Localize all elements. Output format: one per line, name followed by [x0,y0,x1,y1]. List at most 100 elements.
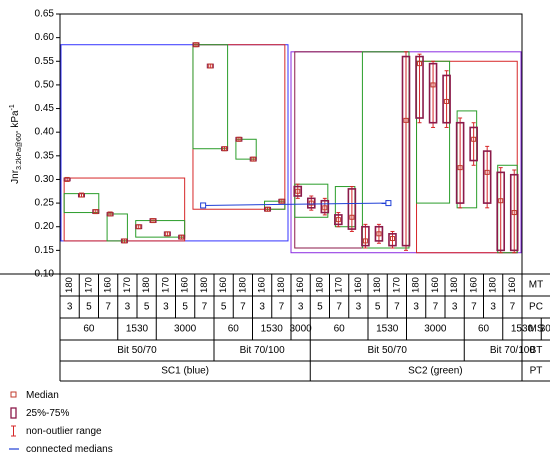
sc1-median-marker [265,206,271,212]
sc2-box [469,126,478,162]
mt-cell: 170 [391,277,402,293]
pc-cell: 3 [298,302,304,313]
sc2-bit70100-range [416,60,518,254]
sc2-median-marker [430,82,436,88]
pc-cell: 7 [105,302,111,313]
pc-cell: 3 [125,302,131,313]
sc2-box [347,188,357,230]
ms-cell: 1530 [376,324,399,335]
mt-cell: 160 [507,277,518,293]
row-label: PT [530,366,543,377]
mt-cell: 160 [257,277,268,293]
sc2-median-marker [403,117,409,123]
row-label: MS [529,324,544,335]
sc2-median-marker [498,198,504,204]
pc-cell: 7 [471,302,477,313]
sc1-median-marker [236,136,242,142]
sc1-median-marker [222,146,228,152]
y-tick-label: 0.40 [35,127,55,138]
mt-cell: 170 [122,277,133,293]
y-tick-label: 0.60 [35,32,55,43]
ms-cell: 1530 [511,324,534,335]
row-label: MT [529,280,543,291]
sc2-median-marker [349,214,355,220]
bt-cell: Bit 50/70 [117,345,157,356]
sc2-box [374,225,384,242]
ms-cell: 1530 [126,324,149,335]
sc1-median-marker [64,176,70,182]
box-icon [8,407,22,419]
legend-item-box: 25%-75% [8,404,113,422]
mt-cell: 160 [218,277,229,293]
pt-cell: SC2 (green) [408,366,462,377]
legend-item-median: Median [8,386,113,404]
legend-label-line: connected medians [26,443,113,455]
sc1-box [63,177,71,182]
bt-cell: Bit 70/100 [240,345,285,356]
sc2-box [361,225,370,247]
whisker-icon [8,425,22,437]
connected-median-point [200,202,207,209]
sc2-median-marker [457,165,463,171]
mt-cell: 160 [353,277,364,293]
sc2-median-marker [484,169,490,175]
ms-cell: 3000 [290,324,313,335]
line-icon [8,443,22,455]
y-tick-label: 0.45 [35,103,55,114]
pc-cell: 5 [182,302,188,313]
pc-cell: 7 [336,302,342,313]
sc1-median-marker [107,211,113,217]
pc-cell: 3 [490,302,496,313]
sc2-median-marker [444,98,450,104]
sc2-box [415,55,424,119]
legend-label-whisker: non-outlier range [26,425,102,437]
row-label: PC [529,302,543,313]
y-axis-label: Jnr3.2kPa@60° kPa-1 [9,104,23,184]
pc-cell: 7 [433,302,439,313]
sc1-ms3000-range [135,220,186,238]
sc2-median-marker [511,210,517,216]
bt-cell: Bit 50/70 [368,345,408,356]
ms-cell: 1530 [261,324,284,335]
sc1-median-marker [250,156,256,162]
sc1-bit70100-ms3000-range [264,200,286,210]
sc2-median-marker [362,238,368,244]
y-tick-label: 0.65 [35,9,55,20]
sc1-median-marker [136,224,142,230]
pc-cell: 3 [356,302,362,313]
connected-median-point [385,200,392,207]
ms-cell: 60 [83,324,95,335]
sc2-box [388,233,397,247]
sc1-median-marker [164,231,170,237]
pc-cell: 3 [413,302,419,313]
mt-cell: 160 [430,277,441,293]
sc2-box [334,214,343,226]
mt-cell: 180 [411,277,422,293]
mt-cell: 160 [468,277,479,293]
mt-cell: 160 [295,277,306,293]
sc1-median-marker [279,198,285,204]
mt-cell: 170 [83,277,94,293]
y-tick-label: 0.20 [35,221,55,232]
ms-cell: 3000 [174,324,197,335]
sc2-median-marker [322,205,328,211]
ms-cell: 3000 [424,324,447,335]
y-tick-label: 0.25 [35,198,55,209]
pc-cell: 5 [375,302,381,313]
ms-cell: 60 [334,324,346,335]
mt-cell: 180 [199,277,210,293]
sc1-range-frame [60,44,289,242]
y-tick-label: 0.30 [35,174,55,185]
sc1-median-marker [93,209,99,215]
sc1-bit70100-ms60-range [192,44,229,150]
mt-cell: 180 [449,277,460,293]
sc1-median-marker [150,218,156,224]
sc2-box [496,171,506,252]
y-tick-label: 0.15 [35,245,55,256]
y-tick-label: 0.55 [35,56,55,67]
sc2-median-marker [471,136,477,142]
ms-cell: 60 [478,324,490,335]
sc2-box [509,173,519,252]
sc2-median-marker [389,236,395,242]
